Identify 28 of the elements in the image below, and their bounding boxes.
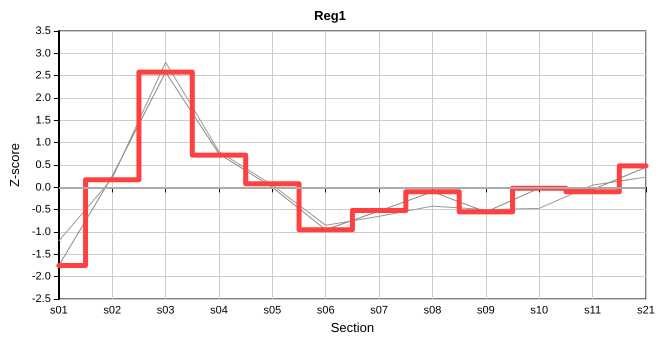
x-axis-title: Section — [330, 320, 374, 335]
x-tick-label: s04 — [210, 304, 228, 316]
y-tick-label: 1.5 — [36, 114, 51, 126]
y-axis-title: Z-score — [7, 142, 22, 188]
x-tick-label: s10 — [530, 304, 548, 316]
y-tick-label: 1.0 — [36, 136, 51, 149]
y-tick-label: 2.0 — [36, 92, 51, 104]
x-tick-label: s09 — [476, 304, 495, 316]
y-tick-label: -1.0 — [32, 226, 51, 238]
y-tick-label: 3.5 — [36, 25, 51, 37]
y-tick-label: -2.5 — [32, 293, 51, 305]
y-tick-label: 0.0 — [36, 181, 51, 194]
y-tick-label: -1.5 — [32, 248, 51, 260]
y-tick-label: 3.0 — [36, 47, 51, 60]
x-tick-label: s08 — [424, 304, 442, 316]
x-tick-label: s01 — [50, 304, 68, 316]
x-tick-label: s11 — [584, 304, 602, 316]
chart-title: Reg1 — [314, 8, 346, 23]
y-tick-label: 0.5 — [36, 159, 51, 171]
x-tick-label: s03 — [156, 304, 174, 316]
y-tick-label: -0.5 — [32, 204, 51, 216]
y-tick-label: 2.5 — [36, 70, 51, 82]
x-tick-label: s21 — [637, 304, 655, 316]
x-tick-label: s06 — [316, 304, 335, 316]
x-tick-label: s05 — [263, 304, 282, 316]
x-tick-label: s07 — [370, 304, 388, 316]
x-tick-label: s02 — [103, 304, 122, 316]
y-tick-label: -2.0 — [32, 270, 51, 283]
